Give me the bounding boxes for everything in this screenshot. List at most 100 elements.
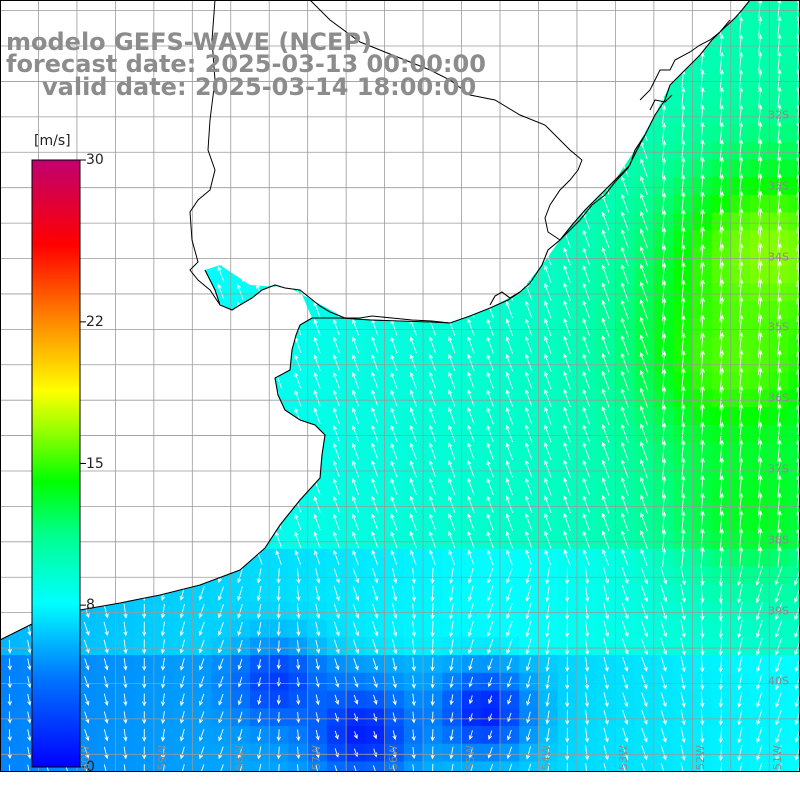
wind-speed-cell <box>634 761 655 772</box>
wind-arrow <box>25 248 32 264</box>
wind-arrow <box>296 585 301 602</box>
wind-arrow <box>601 264 610 284</box>
wind-arrow <box>719 225 725 252</box>
wind-arrow <box>218 764 224 772</box>
wind-arrow <box>505 265 514 283</box>
wind-arrow <box>718 762 723 772</box>
wind-arrow <box>179 568 185 584</box>
wind-arrow <box>700 314 705 340</box>
wind-arrow <box>603 709 609 726</box>
wind-speed-cell <box>192 389 212 408</box>
wind-arrow <box>390 177 398 194</box>
wind-speed-cell <box>115 230 136 249</box>
wind-arrow <box>620 441 629 461</box>
wind-arrow <box>159 425 167 442</box>
wind-speed-cell <box>153 548 174 568</box>
wind-arrow <box>236 354 244 371</box>
wind-arrow <box>430 585 435 602</box>
wind-speed-cell <box>461 301 482 320</box>
wind-arrow <box>467 603 474 620</box>
wind-arrow <box>639 316 649 338</box>
wind-arrow <box>313 372 321 389</box>
wind-arrow <box>121 354 129 371</box>
wind-speed-cell <box>307 212 328 231</box>
wind-arrow <box>198 213 206 229</box>
wind-arrow <box>601 388 610 408</box>
wind-arrow <box>486 585 494 602</box>
wind-arrow <box>256 354 263 371</box>
wind-arrow <box>217 159 225 176</box>
wind-speed-cell <box>173 513 193 532</box>
wind-speed-cell <box>711 17 732 36</box>
wind-arrow <box>332 283 340 301</box>
wind-speed-cell <box>211 194 232 213</box>
wind-arrow <box>372 639 379 655</box>
wind-arrow <box>275 319 283 336</box>
wind-arrow <box>198 248 206 265</box>
wind-arrow <box>160 568 166 584</box>
wind-arrow <box>83 425 90 442</box>
wind-arrow <box>123 639 128 655</box>
wind-arrow <box>332 478 340 495</box>
wind-speed-cell <box>0 247 20 267</box>
wind-arrow <box>737 583 743 604</box>
wind-arrow <box>217 496 225 513</box>
wind-arrow <box>545 602 550 620</box>
wind-arrow <box>352 389 360 407</box>
wind-speed-cell <box>0 177 20 196</box>
wind-arrow <box>662 511 667 533</box>
wind-arrow <box>601 406 610 426</box>
wind-speed-cell <box>134 301 155 320</box>
wind-arrow <box>236 389 244 407</box>
wind-speed-cell <box>96 371 116 390</box>
wind-arrow <box>486 621 494 637</box>
wind-speed-cell <box>173 301 193 320</box>
wind-arrow <box>315 639 321 654</box>
wind-speed-cell <box>211 123 232 143</box>
wind-speed-cell <box>230 301 251 320</box>
wind-arrow <box>639 369 649 391</box>
wind-arrow <box>680 656 686 673</box>
wind-arrow <box>601 88 610 106</box>
wind-arrow <box>352 495 360 513</box>
wind-arrow <box>601 299 610 320</box>
wind-arrow <box>486 530 494 549</box>
wind-arrow <box>505 0 514 18</box>
wind-speed-cell <box>115 177 136 196</box>
wind-arrow <box>505 247 514 266</box>
wind-arrow <box>236 336 244 353</box>
wind-arrow <box>198 336 206 353</box>
wind-arrow <box>738 139 744 161</box>
wind-arrow <box>390 159 398 177</box>
wind-arrow <box>467 389 475 407</box>
wind-speed-cell <box>576 17 597 36</box>
wind-arrow <box>411 603 417 620</box>
wind-arrow <box>563 424 571 443</box>
wind-speed-cell <box>192 265 212 284</box>
wind-speed-cell <box>634 53 655 72</box>
wind-arrow <box>524 424 533 443</box>
wind-arrow <box>430 675 435 689</box>
wind-arrow <box>390 230 398 248</box>
wind-arrow <box>218 711 224 724</box>
wind-arrow <box>411 657 416 672</box>
wind-speed-cell <box>788 761 800 772</box>
wind-speed-cell <box>461 159 482 178</box>
wind-speed-cell <box>480 761 501 772</box>
wind-arrow <box>296 729 301 742</box>
wind-arrow <box>179 550 186 565</box>
wind-arrow <box>544 353 552 372</box>
wind-arrow <box>563 265 571 284</box>
wind-arrow <box>601 123 610 142</box>
wind-arrow <box>601 246 610 266</box>
wind-speed-cell <box>230 106 251 125</box>
wind-arrow <box>390 0 398 17</box>
wind-arrow <box>680 584 686 603</box>
wind-speed-cell <box>134 548 155 568</box>
wind-speed-cell <box>134 0 155 19</box>
wind-speed-cell <box>192 460 212 479</box>
wind-arrow <box>737 619 743 639</box>
wind-arrow <box>544 282 552 301</box>
wind-arrow <box>584 709 590 726</box>
wind-arrow <box>448 353 456 372</box>
